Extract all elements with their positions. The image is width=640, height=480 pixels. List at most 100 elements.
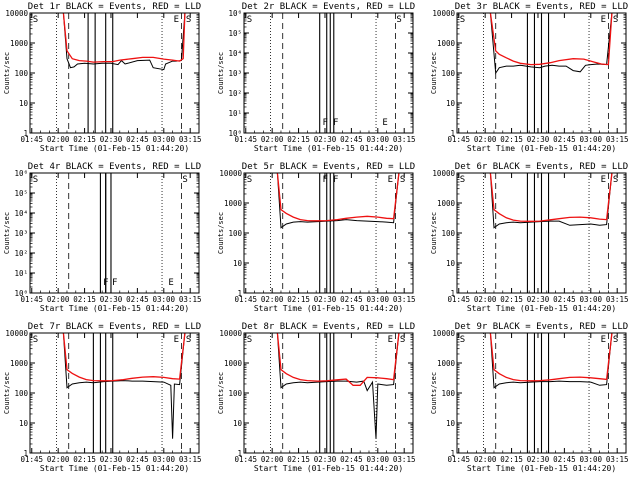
flag-label: S xyxy=(247,335,252,345)
x-axis-label: Start Time (01-Feb-15 01:44:20) xyxy=(40,304,189,313)
flag-label: S xyxy=(460,15,465,25)
x-tick-label: 02:00 xyxy=(474,455,497,464)
y-tick-label: 10³ xyxy=(14,229,28,238)
x-tick-label: 01:45 xyxy=(234,135,257,144)
flag-label: S xyxy=(33,175,38,185)
flag-label: S xyxy=(247,175,252,185)
y-tick-label: 100 xyxy=(441,69,455,78)
y-tick-label: 10⁶ xyxy=(228,9,242,18)
x-tick-label: 02:15 xyxy=(73,295,96,304)
x-tick-label: 02:30 xyxy=(100,295,123,304)
panel-title: Det 3r BLACK = Events, RED = LLD xyxy=(455,2,628,12)
y-axis-label: Counts/sec xyxy=(3,372,11,414)
flag-label: S xyxy=(460,335,465,345)
detector-panel: Det 1r BLACK = Events, RED = LLD 1 10 100 10… xyxy=(3,2,201,153)
y-tick-label: 1 xyxy=(23,449,28,458)
x-axis-label: Start Time (01-Feb-15 01:44:20) xyxy=(254,464,403,473)
y-tick-label: 10000 xyxy=(5,9,28,18)
detector-panel: Det 6r BLACK = Events, RED = LLD 1 10 100 10… xyxy=(430,162,628,313)
x-tick-label: 02:45 xyxy=(340,455,363,464)
x-tick-label: 03:15 xyxy=(393,135,416,144)
x-tick-label: 02:00 xyxy=(47,295,70,304)
x-tick-label: 03:00 xyxy=(367,455,390,464)
y-tick-label: 10000 xyxy=(432,169,455,178)
x-tick-label: 01:45 xyxy=(20,455,43,464)
y-tick-label: 1 xyxy=(23,129,28,138)
flag-label: E xyxy=(174,335,179,345)
flag-label: F xyxy=(333,118,338,128)
flag-label: F xyxy=(103,278,108,288)
x-tick-label: 02:30 xyxy=(314,455,337,464)
x-tick-label: 03:00 xyxy=(367,295,390,304)
events-series-line xyxy=(62,12,186,71)
x-axis-label: Start Time (01-Feb-15 01:44:20) xyxy=(467,144,616,153)
detector-panel: Det 3r BLACK = Events, RED = LLD 1 10 100 10… xyxy=(430,2,628,153)
y-tick-label: 1000 xyxy=(437,39,456,48)
events-series-line xyxy=(276,332,400,439)
x-tick-label: 02:15 xyxy=(73,135,96,144)
events-series-line xyxy=(276,172,400,229)
x-tick-label: 02:45 xyxy=(126,135,149,144)
flag-label: S xyxy=(613,175,618,185)
panel-title: Det 6r BLACK = Events, RED = LLD xyxy=(455,162,628,172)
y-tick-label: 10³ xyxy=(228,69,242,78)
lld-series-line xyxy=(62,12,186,63)
x-tick-label: 02:45 xyxy=(553,295,576,304)
y-axis-label: Counts/sec xyxy=(3,52,11,94)
y-tick-label: 10² xyxy=(228,89,242,98)
detector-panel: Det 7r BLACK = Events, RED = LLD 1 10 100 10… xyxy=(3,322,201,473)
y-tick-label: 10 xyxy=(19,419,29,428)
x-axis-label: Start Time (01-Feb-15 01:44:20) xyxy=(40,144,189,153)
lld-series-line xyxy=(489,12,613,66)
x-tick-label: 02:00 xyxy=(47,135,70,144)
y-tick-label: 1000 xyxy=(224,359,243,368)
plot-frame xyxy=(243,12,414,134)
events-series-line xyxy=(62,332,186,439)
x-tick-label: 02:15 xyxy=(500,295,523,304)
y-tick-label: 10000 xyxy=(432,9,455,18)
y-tick-label: 10¹ xyxy=(228,109,242,118)
x-axis-label: Start Time (01-Feb-15 01:44:20) xyxy=(40,464,189,473)
x-tick-label: 01:45 xyxy=(447,295,470,304)
flag-label: E xyxy=(388,175,393,185)
panel-title: Det 4r BLACK = Events, RED = LLD xyxy=(28,162,201,172)
lld-series-line xyxy=(489,172,613,222)
x-tick-label: 03:15 xyxy=(606,295,629,304)
y-axis-label: Counts/sec xyxy=(217,372,225,414)
y-tick-label: 10¹ xyxy=(14,269,28,278)
y-tick-label: 10⁰ xyxy=(14,289,28,298)
y-tick-label: 10⁵ xyxy=(228,29,242,38)
x-tick-label: 02:00 xyxy=(474,135,497,144)
x-tick-label: 02:15 xyxy=(287,455,310,464)
flag-label: S xyxy=(186,15,191,25)
y-tick-label: 10000 xyxy=(5,329,28,338)
flag-label: F xyxy=(322,175,327,185)
y-tick-label: 10 xyxy=(19,99,29,108)
x-tick-label: 01:45 xyxy=(234,295,257,304)
lld-series-line xyxy=(276,172,400,222)
flag-label: S xyxy=(247,15,252,25)
detector-panel: Det 9r BLACK = Events, RED = LLD 1 10 100 10… xyxy=(430,322,628,473)
flag-label: S xyxy=(613,335,618,345)
y-axis-label: Counts/sec xyxy=(430,212,438,254)
events-series-line xyxy=(489,332,613,389)
y-axis-label: Counts/sec xyxy=(3,212,11,254)
y-tick-label: 1 xyxy=(450,449,455,458)
flag-label: S xyxy=(460,175,465,185)
x-axis-label: Start Time (01-Feb-15 01:44:20) xyxy=(254,144,403,153)
y-axis-label: Counts/sec xyxy=(430,52,438,94)
flag-label: E xyxy=(601,15,606,25)
y-tick-label: 1 xyxy=(237,289,242,298)
x-tick-label: 03:15 xyxy=(393,295,416,304)
flag-label: S xyxy=(613,15,618,25)
panel-title: Det 2r BLACK = Events, RED = LLD xyxy=(242,2,415,12)
y-tick-label: 10⁵ xyxy=(14,189,28,198)
y-tick-label: 10 xyxy=(446,419,456,428)
flag-label: S xyxy=(400,335,405,345)
flag-label: E xyxy=(601,175,606,185)
panel-title: Det 8r BLACK = Events, RED = LLD xyxy=(242,322,415,332)
y-tick-label: 1000 xyxy=(437,359,456,368)
y-tick-label: 100 xyxy=(14,69,28,78)
x-tick-label: 02:30 xyxy=(100,135,123,144)
